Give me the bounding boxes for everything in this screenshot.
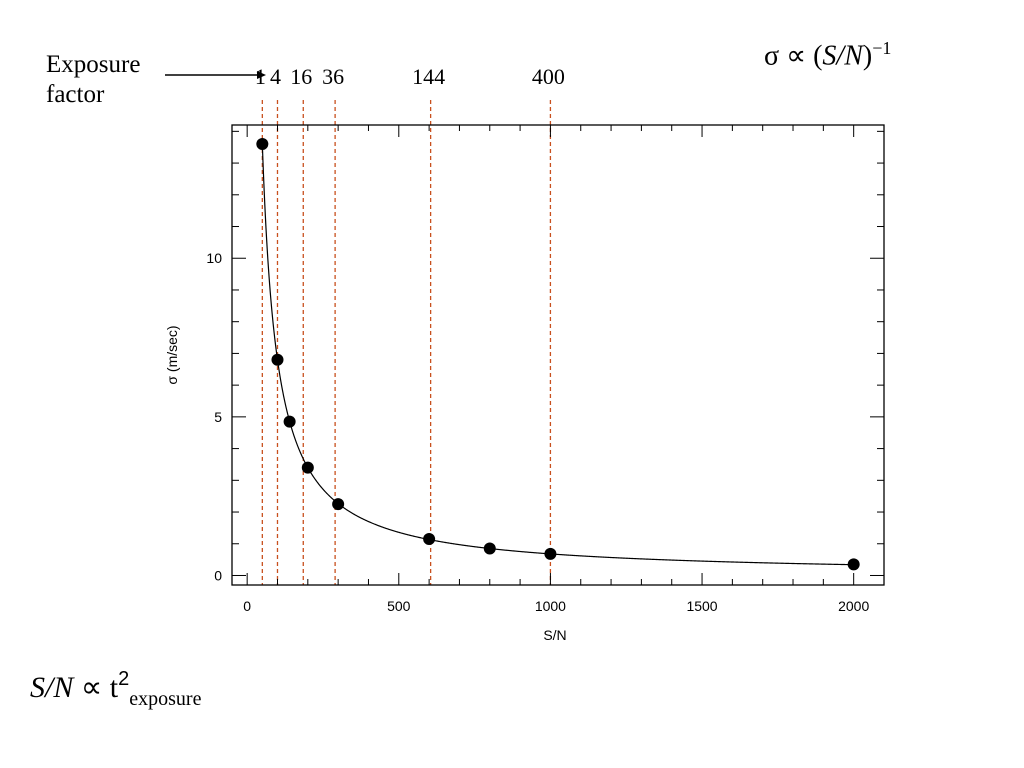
tick-labels: 0 500 1000 1500 2000 0 5 10 <box>206 250 869 614</box>
data-point <box>544 547 557 560</box>
data-point <box>847 558 860 571</box>
sigma-formula-exponent: −1 <box>872 38 892 58</box>
exposure-factor-label: Exposure factor <box>46 50 140 110</box>
plot-border <box>231 124 885 586</box>
data-point <box>256 138 269 151</box>
exposure-factor-value: 4 <box>270 64 281 89</box>
sn-formula-sub: exposure <box>129 688 202 710</box>
exposure-label-line1: Exposure <box>46 51 141 78</box>
y-axis-title: σ (m/sec) <box>164 325 180 384</box>
exposure-marker-lines <box>261 100 552 585</box>
exposure-factor-value: 400 <box>532 64 565 89</box>
exposure-label-line2: factor <box>46 81 105 108</box>
sigma-formula-main: σ ∝ ( <box>764 40 823 72</box>
exposure-factor-labels: 1 4 16 36 144 400 <box>255 64 565 89</box>
axis-ticks <box>232 125 884 585</box>
sn-formula-sn: S/N <box>30 671 74 704</box>
y-tick-label: 0 <box>214 567 222 583</box>
fit-curve <box>261 144 854 566</box>
y-tick-label: 5 <box>214 409 222 425</box>
sigma-formula-sn: S/N <box>822 40 863 72</box>
plot-frame <box>231 124 885 586</box>
data-point <box>332 498 345 511</box>
sn-formula-prop: ∝ t <box>73 671 119 704</box>
exposure-factor-value: 144 <box>412 64 445 89</box>
sn-formula-sup: 2 <box>118 668 130 690</box>
sigma-formula: σ ∝ (S/N)−1 <box>764 38 891 72</box>
data-points <box>256 138 860 571</box>
x-tick-label: 2000 <box>838 598 869 614</box>
x-tick-label: 500 <box>387 598 411 614</box>
x-axis-title: S/N <box>543 627 566 643</box>
x-tick-label: 0 <box>243 598 251 614</box>
data-point <box>483 542 496 555</box>
x-tick-label: 1000 <box>535 598 566 614</box>
exposure-factor-value: 1 <box>255 64 266 89</box>
exposure-factor-value: 36 <box>322 64 344 89</box>
sn-formula: S/N ∝ t2exposure <box>30 668 201 711</box>
data-point <box>423 533 436 545</box>
right-arrow-icon <box>165 71 266 79</box>
x-tick-label: 1500 <box>686 598 717 614</box>
data-point <box>271 353 284 366</box>
sigma-formula-close: ) <box>862 40 873 72</box>
exposure-factor-value: 16 <box>290 64 312 89</box>
data-point <box>283 415 296 428</box>
data-point <box>301 461 314 474</box>
y-tick-label: 10 <box>206 250 222 266</box>
fit-curve-group <box>261 144 854 566</box>
